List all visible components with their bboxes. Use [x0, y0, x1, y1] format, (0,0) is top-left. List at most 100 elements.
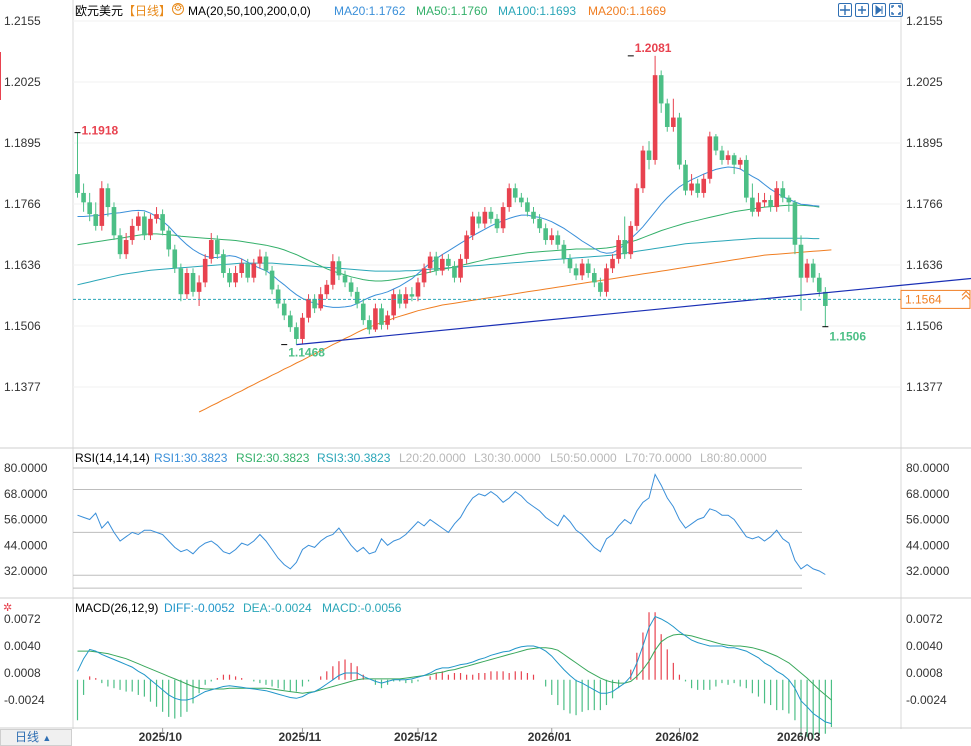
fullscreen-icon[interactable]	[889, 3, 903, 17]
candle-body	[354, 291, 360, 304]
l80-value: L80:80.0000	[700, 451, 767, 465]
rsi-tick-label-right: 32.0000	[906, 564, 950, 578]
rsi-tick-label-left: 44.0000	[4, 538, 48, 552]
candle-body	[537, 218, 542, 229]
candle-body	[160, 214, 165, 231]
candle-body	[348, 282, 354, 292]
rsi-label: RSI(14,14,14)	[75, 451, 150, 465]
last-low-label: 1.1506	[829, 330, 866, 344]
trendline	[296, 277, 971, 346]
candle-body	[446, 258, 451, 266]
candle-body	[324, 284, 330, 295]
candle-body	[525, 202, 530, 212]
candle-body	[652, 75, 658, 160]
candle-body	[196, 282, 202, 292]
candle-body	[780, 188, 786, 198]
candle-body	[440, 258, 445, 271]
candle-body	[75, 174, 80, 193]
caret-up-icon: ▲	[42, 733, 52, 743]
candle-body	[640, 150, 646, 189]
candle-body	[786, 197, 792, 203]
candle-body	[810, 263, 816, 278]
candle-body	[713, 136, 719, 151]
candle-body	[330, 261, 336, 285]
price-tick-label-left: 1.2025	[4, 75, 41, 89]
candle-body	[616, 240, 621, 259]
macd-tick-label-left: 0.0072	[4, 612, 41, 626]
price-tick-label-left: 1.1636	[4, 258, 41, 272]
rsi-line	[77, 473, 826, 575]
period-button[interactable]: 日线 ▲	[0, 729, 72, 746]
candle-body	[470, 216, 475, 236]
candle-body	[342, 275, 348, 283]
next-icon[interactable]	[872, 3, 886, 17]
macd-macd-value: MACD:-0.0056	[322, 601, 402, 615]
candle-body	[129, 225, 135, 241]
candle-body	[646, 150, 652, 160]
candle-body	[190, 273, 196, 292]
price-tick-label-right: 1.1895	[906, 136, 943, 150]
candle-body	[172, 249, 178, 269]
candle-body	[318, 294, 323, 309]
price-arrow-icon	[961, 290, 971, 300]
candle-body	[737, 159, 743, 165]
candle-body	[628, 225, 634, 255]
l30-value: L30:30.0000	[474, 451, 541, 465]
macd-tick-label-left: 0.0008	[4, 666, 41, 680]
candle-body	[744, 159, 749, 198]
candle-body	[373, 308, 378, 330]
candle-body	[136, 216, 141, 226]
candle-body	[245, 263, 251, 278]
macd-tick-label-right: 0.0072	[906, 612, 943, 626]
candle-body	[719, 150, 725, 160]
macd-tick-label-left: 0.0040	[4, 639, 41, 653]
ma20-line	[77, 166, 820, 308]
rsi-tick-label-right: 44.0000	[906, 538, 950, 552]
candle-body	[701, 178, 707, 193]
zoom-in-icon[interactable]	[855, 3, 869, 17]
candle-body	[671, 117, 676, 127]
candle-body	[798, 244, 804, 278]
candle-body	[421, 268, 427, 283]
candle-body	[476, 216, 482, 224]
candle-body	[689, 183, 694, 191]
candle-body	[585, 263, 591, 274]
candle-body	[433, 256, 439, 271]
candle-body	[208, 240, 214, 259]
candle-body	[336, 261, 342, 276]
candle-body	[415, 282, 421, 297]
price-tick-label-right: 1.1636	[906, 258, 943, 272]
candle-body	[610, 258, 615, 269]
candle-body	[494, 218, 500, 229]
macd-settings-icon[interactable]: ✲	[3, 602, 13, 614]
candle-body	[519, 197, 524, 203]
price-tick-label-left: 1.1895	[4, 136, 41, 150]
candle-body	[573, 268, 579, 276]
l70-value: L70:70.0000	[625, 451, 692, 465]
candle-body	[281, 303, 287, 316]
rsi-tick-label-right: 68.0000	[906, 487, 950, 501]
price-tick-label-right: 1.1766	[906, 197, 943, 211]
price-tick-label-left: 1.1506	[4, 319, 41, 333]
candle-body	[677, 117, 682, 165]
price-tick-label-left: 1.1766	[4, 197, 41, 211]
rsi1-value: RSI1:30.3823	[154, 451, 228, 465]
price-tick-label-right: 1.1506	[906, 319, 943, 333]
candle-body	[251, 263, 257, 278]
candle-body	[148, 218, 153, 236]
candle-body	[622, 240, 627, 255]
move-icon[interactable]	[838, 3, 852, 17]
symbol-name: 欧元美元	[75, 4, 124, 18]
candle-body	[385, 315, 390, 325]
candle-body	[531, 211, 536, 219]
candle-body	[306, 298, 311, 318]
period-tag[interactable]: 【日线】	[123, 4, 172, 18]
candle-body	[184, 273, 190, 295]
candle-body	[506, 188, 512, 208]
current-price-label: 1.1564	[905, 292, 942, 306]
candle-body	[756, 202, 761, 212]
candle-body	[579, 263, 585, 276]
candle-body	[221, 254, 226, 274]
settings-gear-icon[interactable]: ⚙	[172, 3, 184, 15]
